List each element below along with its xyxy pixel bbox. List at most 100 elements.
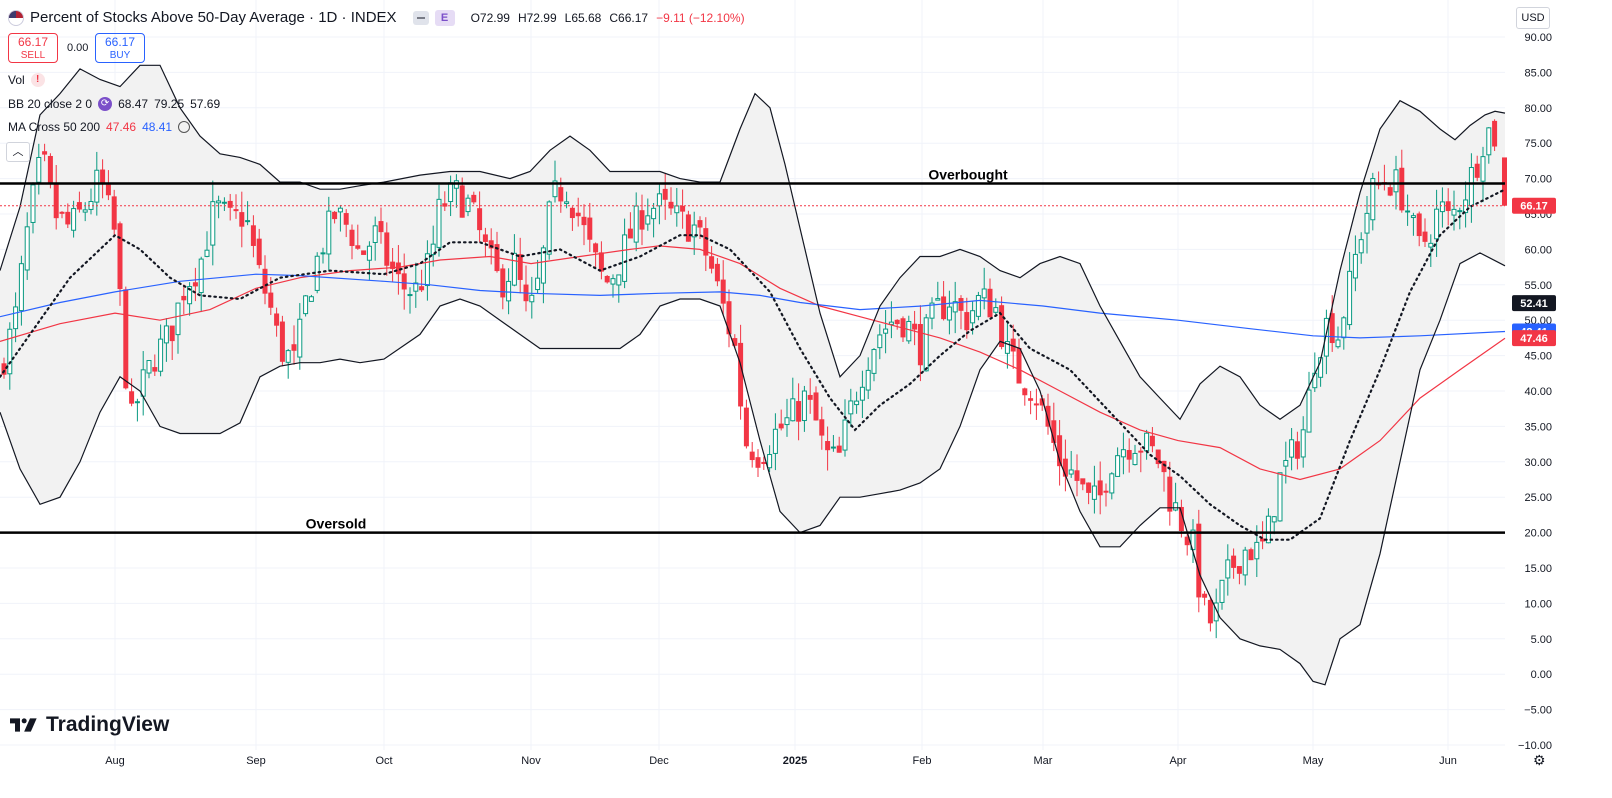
- candle-up: [610, 278, 616, 285]
- series-bb-basis: [0, 188, 1507, 541]
- indicator-volume[interactable]: Vol !: [8, 73, 45, 87]
- candle-down: [1097, 480, 1103, 496]
- candle-down: [598, 252, 604, 272]
- candle-up: [656, 193, 662, 207]
- candle-down: [471, 194, 477, 203]
- candle-up: [929, 302, 935, 319]
- y-tick-label: 60.00: [1524, 244, 1552, 256]
- candle-up: [30, 184, 36, 223]
- candle-up: [24, 226, 30, 271]
- currency-select[interactable]: USD: [1516, 7, 1550, 29]
- candle-down: [111, 196, 117, 230]
- settings-icon[interactable]: ⚙: [1533, 752, 1546, 768]
- symbol-title[interactable]: Percent of Stocks Above 50-Day Average ·…: [30, 9, 397, 26]
- warning-icon[interactable]: !: [30, 73, 45, 87]
- candle-down: [709, 256, 715, 269]
- candle-down: [1045, 405, 1051, 427]
- candle-up: [1323, 317, 1329, 357]
- candle-up: [1300, 429, 1306, 458]
- candle-up: [94, 169, 100, 203]
- candle-down: [569, 207, 575, 219]
- candle-down: [401, 273, 407, 290]
- candle-down: [581, 216, 587, 226]
- candle-down: [1202, 593, 1208, 598]
- candle-up: [842, 419, 848, 451]
- compare-icon[interactable]: [412, 10, 429, 25]
- exchange-badge[interactable]: E: [434, 9, 455, 26]
- y-tick-label: 75.00: [1524, 138, 1552, 150]
- candle-up: [1004, 341, 1010, 354]
- y-tick-label: 45.00: [1524, 351, 1552, 363]
- ohlc-values: O72.99 H72.99 L65.68 C66.17 −9.11 (−12.1…: [470, 10, 745, 25]
- candle-up: [245, 220, 251, 223]
- candle-up: [1439, 201, 1445, 213]
- candle-up: [645, 215, 651, 225]
- x-tick-label: Aug: [105, 755, 125, 767]
- candle-up: [1271, 516, 1277, 523]
- candle-down: [1294, 441, 1300, 459]
- candle-down: [105, 184, 111, 196]
- series-ma-200: [0, 273, 1506, 339]
- candle-down: [152, 367, 158, 372]
- candle-down: [587, 217, 593, 240]
- candle-down: [262, 268, 268, 294]
- y-tick-label: 70.00: [1524, 174, 1552, 186]
- candle-down: [181, 295, 187, 301]
- candle-down: [1155, 449, 1161, 465]
- price-label-bg: [1512, 197, 1556, 214]
- y-tick-label: 30.00: [1524, 457, 1552, 469]
- candle-up: [1225, 559, 1231, 579]
- series-bb-lower: [0, 252, 1506, 686]
- y-tick-label: 85.00: [1524, 67, 1552, 79]
- x-tick-label: Oct: [375, 755, 392, 767]
- candle-down: [685, 214, 691, 242]
- candle-up: [1347, 270, 1353, 326]
- candle-down: [1080, 478, 1086, 485]
- x-tick-label: Mar: [1034, 755, 1053, 767]
- candle-up: [1428, 242, 1434, 248]
- candle-up: [616, 274, 622, 286]
- x-tick-label: Feb: [913, 755, 932, 767]
- candle-up: [535, 277, 541, 291]
- indicator-ma-cross[interactable]: MA Cross 50 200 47.46 48.41: [8, 120, 191, 134]
- x-tick-label: Nov: [521, 755, 541, 767]
- candle-down: [1422, 231, 1428, 242]
- eye-icon[interactable]: [178, 121, 191, 133]
- candle-down: [1033, 403, 1039, 406]
- candle-down: [738, 342, 744, 407]
- y-tick-label: 80.00: [1524, 103, 1552, 115]
- candle-up: [1364, 212, 1370, 234]
- candle-up: [883, 328, 889, 334]
- candle-down: [714, 263, 720, 282]
- candle-up: [436, 198, 442, 248]
- candle-up: [1144, 432, 1150, 452]
- candle-up: [366, 245, 372, 261]
- y-tick-label: 20.00: [1524, 528, 1552, 540]
- oversold-label: Oversold: [306, 516, 367, 532]
- candle-down: [384, 232, 390, 266]
- candle-down: [1236, 566, 1242, 574]
- buy-button[interactable]: 66.17 BUY: [95, 33, 145, 63]
- candle-down: [256, 238, 262, 266]
- sync-icon[interactable]: ⟳: [98, 97, 113, 111]
- candle-up: [1358, 239, 1364, 254]
- y-tick-label: 10.00: [1524, 598, 1552, 610]
- y-tick-label: 0.00: [1531, 669, 1552, 681]
- tradingview-logo[interactable]: TradingView: [10, 713, 169, 737]
- candle-down: [1387, 187, 1393, 196]
- candle-down: [575, 212, 581, 217]
- candle-down: [1167, 476, 1173, 512]
- candle-up: [511, 252, 517, 286]
- candle-down: [59, 211, 65, 214]
- candle-down: [703, 228, 709, 256]
- x-tick-label: Dec: [649, 755, 669, 767]
- x-tick-label: Sep: [246, 755, 266, 767]
- candle-up: [772, 428, 778, 454]
- y-tick-label: 5.00: [1531, 634, 1552, 646]
- candle-down: [1149, 435, 1155, 447]
- sell-button[interactable]: 66.17 SELL: [8, 33, 58, 63]
- indicator-bollinger[interactable]: BB 20 close 2 0 ⟳ 68.47 79.25 57.69: [8, 97, 221, 111]
- candle-down: [482, 234, 488, 242]
- chevron-up-icon[interactable]: ︿: [6, 142, 30, 162]
